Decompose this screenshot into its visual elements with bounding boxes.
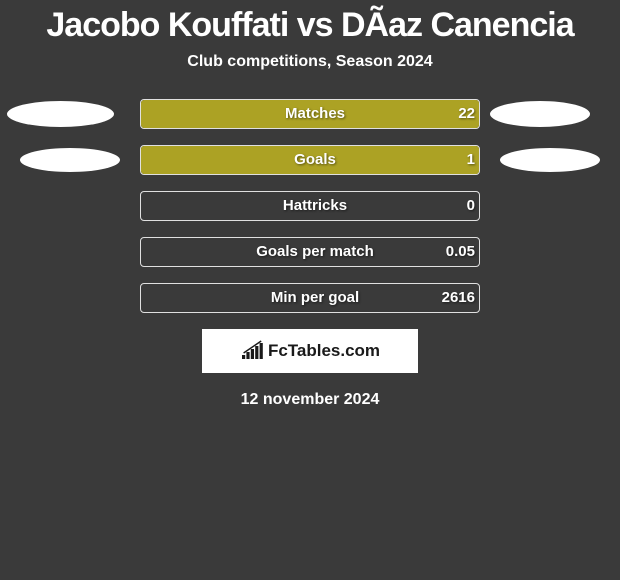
decorative-ellipse <box>7 101 114 127</box>
decorative-ellipse <box>490 101 590 127</box>
bar-chart-icon <box>240 339 264 364</box>
stat-bar <box>140 237 480 267</box>
logo-box: FcTables.com <box>202 329 418 373</box>
stat-bar-fill <box>141 100 479 128</box>
subtitle: Club competitions, Season 2024 <box>0 53 620 71</box>
stat-bar <box>140 283 480 313</box>
stat-row: Goals per match0.05 <box>0 237 620 267</box>
stat-row: Min per goal2616 <box>0 283 620 313</box>
stats-area: Matches22Goals1Hattricks0Goals per match… <box>0 99 620 313</box>
stat-bar <box>140 99 480 129</box>
stat-bar <box>140 191 480 221</box>
decorative-ellipse <box>20 148 120 172</box>
stat-row: Hattricks0 <box>0 191 620 221</box>
stat-bar <box>140 145 480 175</box>
logo-text: FcTables.com <box>268 341 380 361</box>
decorative-ellipse <box>500 148 600 172</box>
page-title: Jacobo Kouffati vs DÃ­az Canencia <box>0 0 620 45</box>
stat-bar-fill <box>141 146 479 174</box>
date-text: 12 november 2024 <box>0 391 620 409</box>
